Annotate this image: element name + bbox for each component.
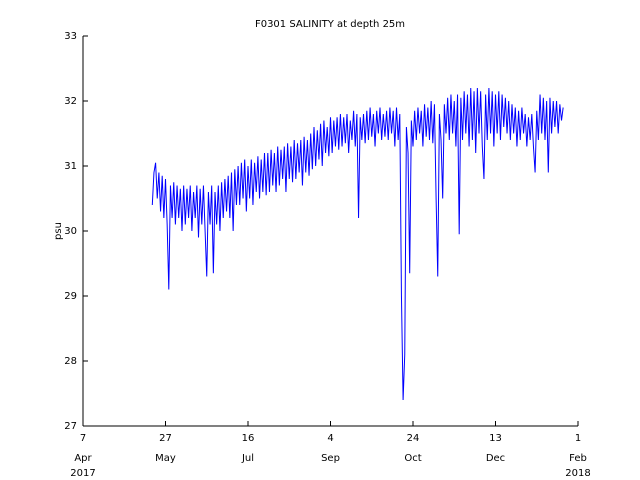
x-tick-label: 2017: [70, 468, 95, 479]
x-tick-label: 1: [575, 433, 581, 444]
x-tick-label: 7: [80, 433, 86, 444]
x-tick-label: Apr: [74, 453, 92, 464]
x-tick-label: Dec: [486, 453, 505, 464]
x-tick-label: 16: [242, 433, 255, 444]
x-tick-label: 27: [159, 433, 172, 444]
y-axis-label: psu: [53, 222, 64, 240]
y-tick-label: 28: [64, 356, 77, 367]
x-tick-label: 13: [489, 433, 502, 444]
y-tick-label: 32: [64, 96, 77, 107]
x-tick-label: 4: [327, 433, 333, 444]
y-tick-label: 27: [64, 421, 77, 432]
x-tick-label: Sep: [321, 453, 340, 464]
x-tick-label: Oct: [404, 453, 421, 464]
x-tick-label: 2018: [565, 468, 590, 479]
y-tick-label: 31: [64, 161, 77, 172]
y-tick-label: 30: [64, 226, 77, 237]
y-tick-label: 29: [64, 291, 77, 302]
x-tick-label: Jul: [241, 453, 254, 464]
x-tick-label: 24: [407, 433, 420, 444]
data-line: [151, 87, 564, 401]
x-tick-label: Feb: [569, 453, 587, 464]
y-tick-label: 33: [64, 31, 77, 42]
chart-title: F0301 SALINITY at depth 25m: [255, 19, 405, 30]
x-tick-label: May: [155, 453, 176, 464]
